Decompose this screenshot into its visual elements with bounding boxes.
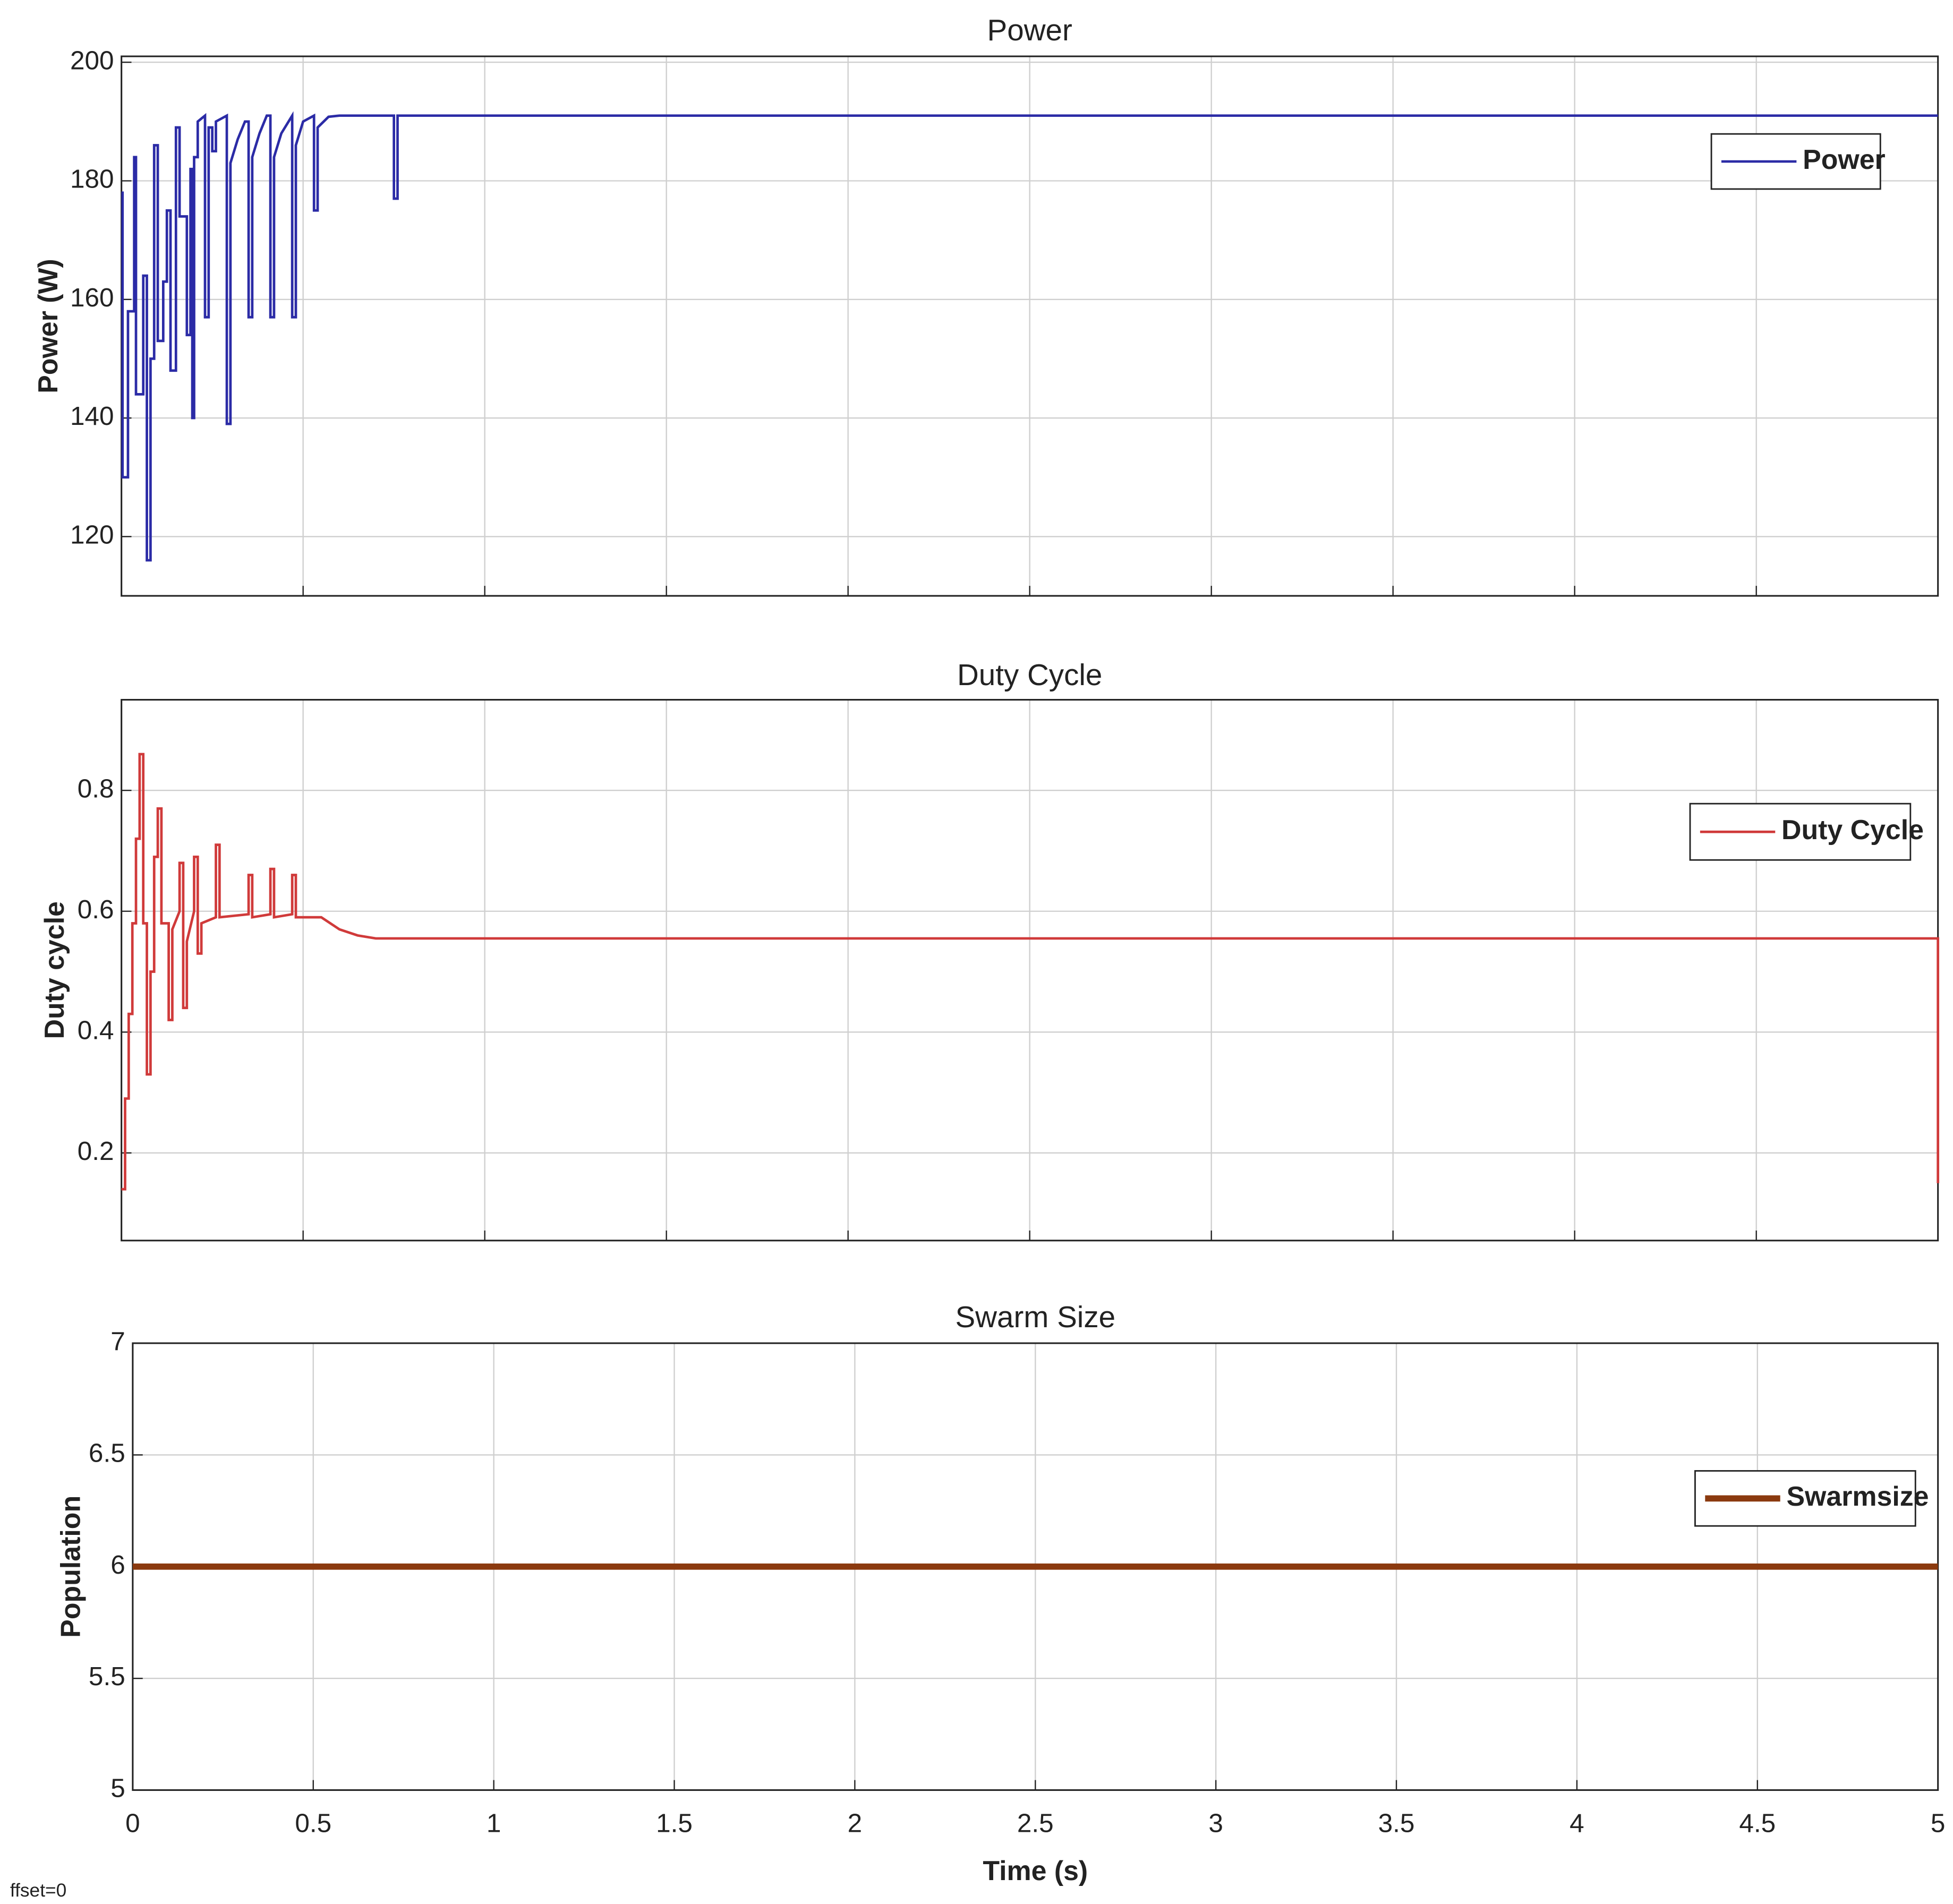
y-tick-label: 0.6 xyxy=(78,895,114,924)
x-tick-label: 2.5 xyxy=(1017,1809,1054,1838)
chart-title: Swarm Size xyxy=(955,1300,1115,1334)
y-tick-label: 140 xyxy=(70,402,114,431)
data-line xyxy=(121,111,1938,562)
y-axis-label: Duty cycle xyxy=(39,901,70,1039)
x-tick-label: 4.5 xyxy=(1739,1809,1776,1838)
y-axis-label: Population xyxy=(55,1496,86,1638)
x-tick-label: 1.5 xyxy=(656,1809,693,1838)
legend-label: Duty Cycle xyxy=(1781,814,1924,845)
y-tick-label: 120 xyxy=(70,520,114,549)
legend-label: Power xyxy=(1803,144,1886,175)
x-tick-label: 3.5 xyxy=(1378,1809,1415,1838)
y-tick-label: 0.4 xyxy=(78,1015,114,1045)
chart-title: Duty Cycle xyxy=(957,658,1102,691)
x-axis-label: Time (s) xyxy=(983,1855,1088,1886)
y-axis-label: Power (W) xyxy=(32,259,63,393)
data-line xyxy=(121,753,1940,1191)
x-tick-label: 5 xyxy=(1931,1809,1946,1838)
y-tick-label: 5 xyxy=(110,1774,125,1803)
x-tick-label: 2 xyxy=(848,1809,863,1838)
y-tick-label: 180 xyxy=(70,165,114,194)
y-tick-label: 0.8 xyxy=(78,774,114,803)
y-tick-label: 160 xyxy=(70,283,114,312)
y-tick-label: 7 xyxy=(110,1327,125,1356)
x-tick-label: 0 xyxy=(125,1809,140,1838)
y-tick-label: 200 xyxy=(70,46,114,75)
chart-title: Power xyxy=(987,13,1072,47)
x-tick-label: 1 xyxy=(487,1809,501,1838)
y-tick-label: 6.5 xyxy=(89,1439,125,1468)
x-tick-label: 4 xyxy=(1570,1809,1584,1838)
legend-box xyxy=(1689,802,1912,861)
y-tick-label: 6 xyxy=(110,1550,125,1579)
footnote: ffset=0 xyxy=(10,1880,66,1901)
x-tick-label: 3 xyxy=(1208,1809,1223,1838)
legend-label: Swarmsize xyxy=(1786,1481,1929,1512)
y-tick-label: 5.5 xyxy=(89,1662,125,1691)
y-tick-label: 0.2 xyxy=(78,1137,114,1166)
x-tick-label: 0.5 xyxy=(295,1809,331,1838)
